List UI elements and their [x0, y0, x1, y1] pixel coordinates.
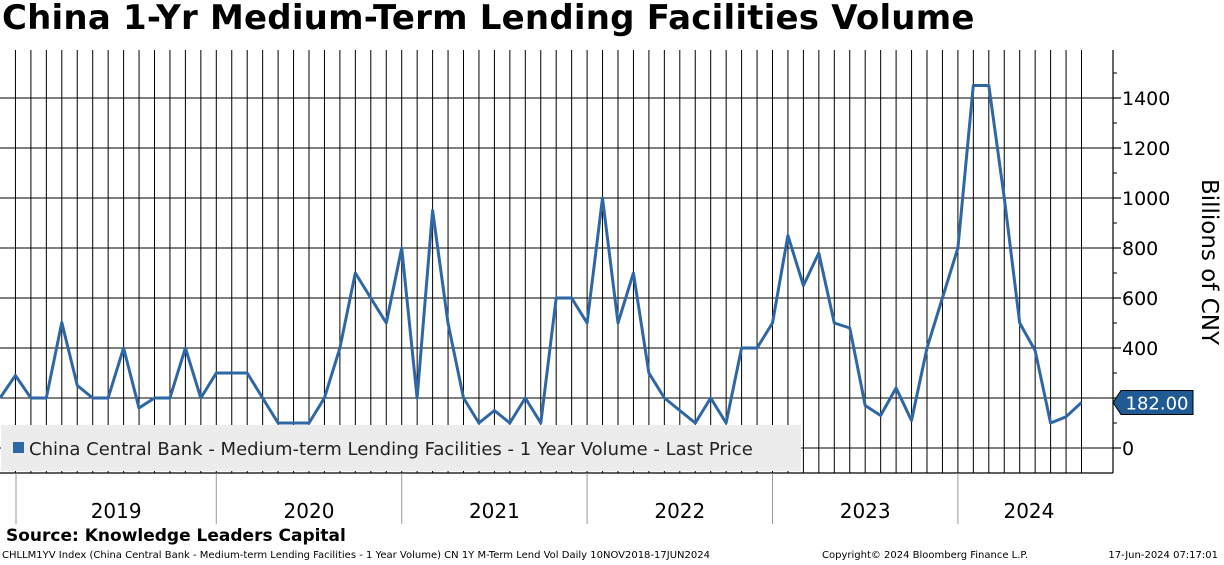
x-tick-label: 2024	[1003, 499, 1054, 523]
footer-copyright: Copyright© 2024 Bloomberg Finance L.P.	[822, 550, 1029, 561]
series-line	[0, 84, 1083, 425]
chart-title: China 1-Yr Medium-Term Lending Facilitie…	[2, 0, 975, 38]
legend: China Central Bank - Medium-term Lending…	[1, 425, 801, 471]
y-tick-label: 1200	[1122, 138, 1170, 160]
y-tick-label: 1400	[1122, 88, 1170, 110]
legend-swatch	[13, 442, 24, 453]
x-tick-label: 2022	[654, 499, 705, 523]
y-tick-label: 0	[1122, 438, 1134, 460]
legend-label: China Central Bank - Medium-term Lending…	[29, 439, 753, 460]
last-value-callout	[1112, 390, 1194, 415]
y-tick-label: 400	[1122, 338, 1158, 360]
footer-timestamp: 17-Jun-2024 07:17:01	[1108, 550, 1218, 561]
x-tick-label: 2020	[284, 499, 335, 523]
last-value-label: 182.00	[1126, 394, 1189, 415]
footer-ticker-info: CHLLM1YV Index (China Central Bank - Med…	[2, 550, 710, 561]
x-tick-label: 2021	[469, 499, 520, 523]
y-tick-label: 1000	[1122, 188, 1170, 210]
x-tick-label: 2019	[91, 499, 142, 523]
legend-background	[1, 425, 801, 471]
y-tick-label: 600	[1122, 288, 1158, 310]
y-tick-label: 800	[1122, 238, 1158, 260]
source-note: Source: Knowledge Leaders Capital	[6, 526, 346, 546]
x-tick-label: 2023	[840, 499, 891, 523]
y-axis-title: Billions of CNY	[1196, 179, 1222, 346]
